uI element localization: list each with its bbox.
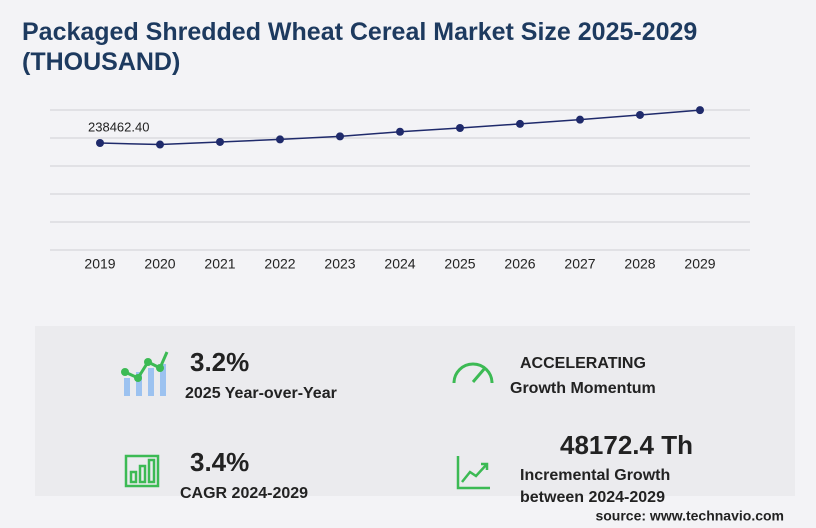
x-tick-label: 2028 (624, 256, 655, 272)
icon-bars (121, 351, 169, 396)
x-tick-label: 2025 (444, 256, 475, 272)
marker (156, 140, 164, 149)
stat-value: ACCELERATING (520, 355, 646, 372)
icon-chart (124, 454, 160, 488)
x-tick-label: 2029 (684, 256, 715, 272)
marker (636, 110, 644, 119)
stat-value: 3.2% (190, 347, 249, 377)
stat-label: CAGR 2024-2029 (180, 485, 308, 502)
marker (96, 138, 104, 147)
stats-panel (35, 326, 795, 496)
marker (216, 137, 224, 146)
marker (276, 135, 284, 144)
x-tick-label: 2020 (144, 256, 175, 272)
x-tick-label: 2023 (324, 256, 355, 272)
stat-label: Incremental Growth (520, 467, 670, 484)
x-tick-label: 2019 (84, 256, 115, 272)
icon-growth (456, 456, 490, 490)
plot: 2019 2020 2021 2022 2023 2024 2025 2026 2027 2028… (50, 106, 750, 272)
x-tick-label: 2026 (504, 256, 535, 272)
marker (456, 123, 464, 132)
stat-label: 2025 Year-over-Year (185, 385, 337, 402)
marker (336, 132, 344, 141)
data-label: 238462.40 (88, 119, 149, 134)
icon-gauge (452, 362, 494, 384)
chart-title: Packaged Shredded Wheat Cereal Market Si… (22, 18, 697, 46)
source: source: www.technavio.com (595, 508, 784, 524)
stat-value: 48172.4 Th (560, 430, 693, 460)
x-tick-label: 2021 (204, 256, 235, 272)
stat-value: 3.4% (190, 447, 249, 477)
x-tick-label: 2024 (384, 256, 415, 272)
x-tick-label: 2022 (264, 256, 295, 272)
stat-label: between 2024-2029 (520, 489, 665, 506)
marker (516, 119, 524, 128)
chart-subtitle: (THOUSAND) (22, 48, 180, 76)
marker (576, 115, 584, 124)
marker (696, 106, 704, 115)
stat-label: Growth Momentum (510, 380, 656, 397)
marker (396, 127, 404, 136)
x-tick-label: 2027 (564, 256, 595, 272)
